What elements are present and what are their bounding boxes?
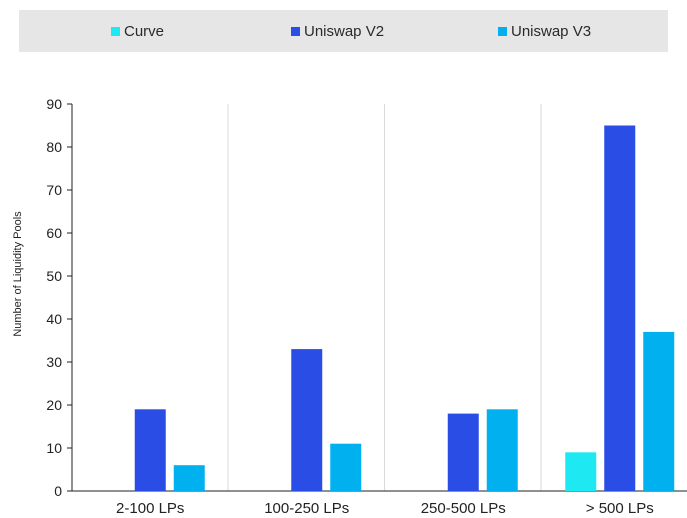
bar-uniswap-v2 [447,413,479,491]
legend-label-uniswap-v3: Uniswap V3 [511,22,592,40]
bar-uniswap-v3 [486,409,518,491]
legend-swatch-uniswap-v3 [498,26,507,36]
y-tick-label: 10 [46,440,62,456]
legend-item-uniswap-v3: Uniswap V3 [498,10,591,52]
bar-uniswap-v2 [604,125,636,491]
legend-label-curve: Curve [124,22,165,40]
bar-uniswap-v3 [173,465,205,491]
legend-item-uniswap-v2: Uniswap V2 [291,10,384,52]
y-axis-title: Number of Liquidity Pools [12,211,24,337]
legend-swatch-curve [111,26,120,36]
bar-uniswap-v3 [330,443,362,491]
y-tick-label: 0 [54,483,62,499]
legend-item-curve: Curve [111,10,164,52]
y-tick-label: 50 [46,268,62,284]
legend-label-uniswap-v2: Uniswap V2 [304,22,385,40]
y-tick-label: 90 [46,96,62,112]
x-tick-label: 250-500 LPs [421,500,506,517]
y-tick-label: 40 [46,311,62,327]
bar-uniswap-v2 [134,409,166,491]
y-tick-label: 70 [46,182,62,198]
y-tick-label: 80 [46,139,62,155]
x-tick-label: > 500 LPs [586,500,654,517]
y-tick-label: 60 [46,225,62,241]
y-tick-label: 20 [46,397,62,413]
x-tick-label: 2-100 LPs [116,500,184,517]
legend-swatch-uniswap-v2 [291,26,300,36]
bar-uniswap-v2 [291,349,323,491]
legend: Curve Uniswap V2 Uniswap V3 [19,10,668,52]
y-tick-label: 30 [46,354,62,370]
bar-uniswap-v3 [643,331,675,491]
bar-curve [565,452,597,491]
x-tick-label: 100-250 LPs [264,500,349,517]
